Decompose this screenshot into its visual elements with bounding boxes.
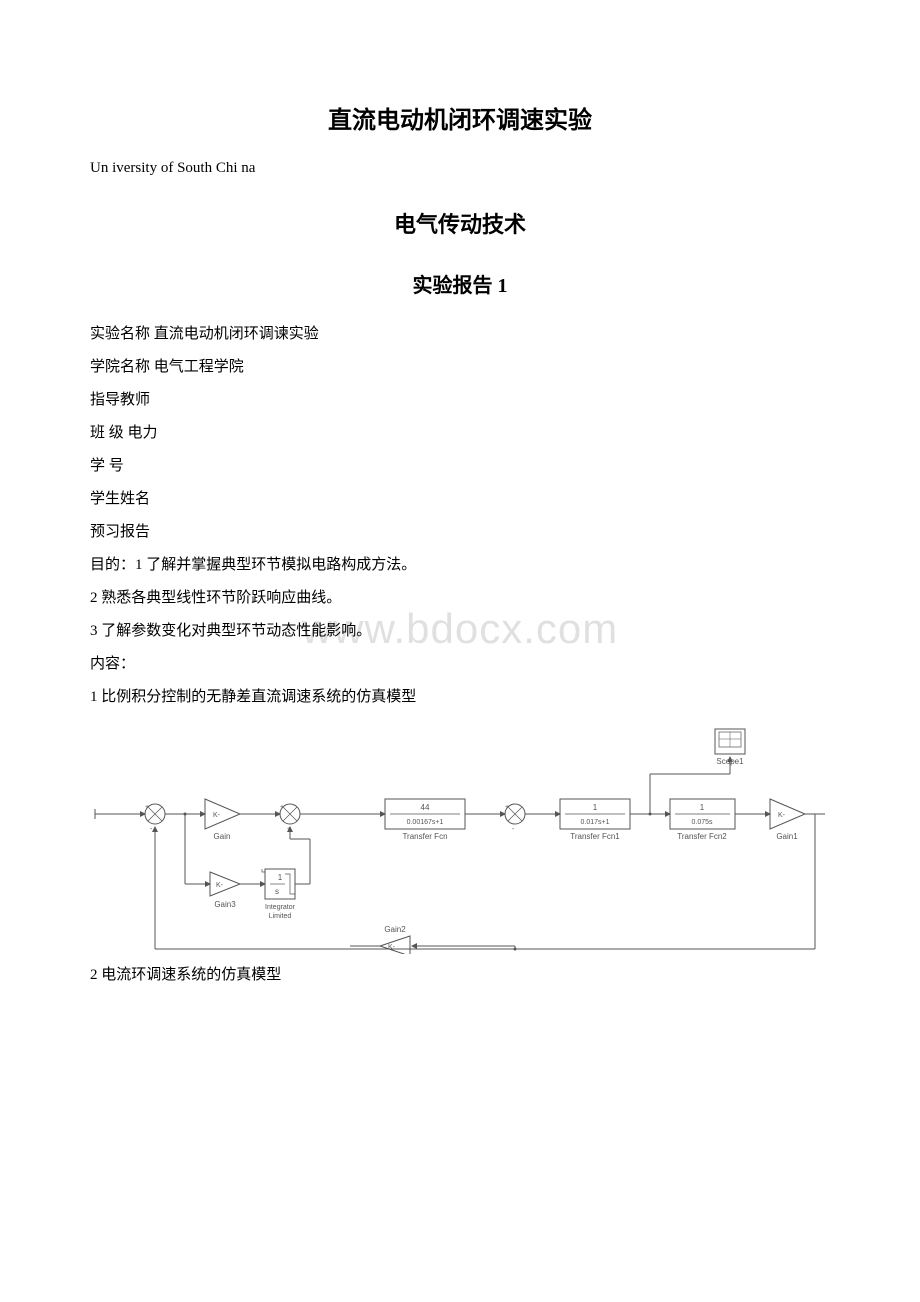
svg-text:+: + [505,804,509,811]
title-report: 实验报告 1 [90,269,830,298]
svg-text:K-: K- [213,812,221,819]
svg-text:-: - [150,826,153,833]
field-class: 班 级 电力 [90,417,830,450]
svg-text:0.00167s+1: 0.00167s+1 [407,819,444,826]
svg-text:Gain1: Gain1 [776,832,798,841]
svg-text:-: - [512,826,515,833]
svg-text:1: 1 [700,803,705,812]
svg-text:Transfer Fcn2: Transfer Fcn2 [677,832,727,841]
svg-text:0.017s+1: 0.017s+1 [581,819,610,826]
field-teacher: 指导教师 [90,384,830,417]
svg-text:Gain2: Gain2 [384,925,406,934]
svg-text:1: 1 [278,873,283,882]
svg-text:Integrator: Integrator [265,904,296,911]
svg-text:Gain3: Gain3 [214,900,236,909]
field-student-id: 学 号 [90,450,830,483]
field-experiment-name: 实验名称 直流电动机闭环调谏实验 [90,318,830,351]
svg-text:K-: K- [778,812,786,819]
integrator-block: 1 s Integrator Limited [262,869,296,920]
svg-text:Limited: Limited [269,913,292,920]
gain-block-3: K- Gain3 [210,872,240,909]
svg-text:+: + [145,804,149,811]
transfer-fcn-block-1: 44 0.00167s+1 Transfer Fcn [385,799,465,841]
svg-text:1: 1 [593,803,598,812]
field-model-2: 2 电流环调速系统的仿真模型 [90,959,830,992]
gain-block-1: K- Gain [205,799,240,841]
svg-text:K-: K- [216,882,224,889]
field-purpose-2: 2 熟悉各典型线性环节阶跃响应曲线。 [90,582,830,615]
transfer-fcn-block-3: 1 0.075s Transfer Fcn2 [670,799,735,841]
sum-block-3: + - [505,804,525,833]
transfer-fcn-block-2: 1 0.017s+1 Transfer Fcn1 [560,799,630,841]
svg-text:44: 44 [421,803,430,812]
title-main: 直流电动机闭环调速实验 [90,100,830,135]
svg-text:K-: K- [388,944,396,951]
svg-text:Transfer Fcn1: Transfer Fcn1 [570,832,620,841]
svg-text:s: s [275,887,279,896]
field-purpose-3: 3 了解参数变化对典型环节动态性能影响。 [90,615,830,648]
field-preview: 预习报告 [90,516,830,549]
field-student-name: 学生姓名 [90,483,830,516]
subtitle-english: Un iversity of South Chi na [90,160,830,177]
svg-text:+: + [280,804,284,811]
field-purpose-1: 目的：1 了解并掌握典型环节模拟电路构成方法。 [90,549,830,582]
gain-block-4: K- Gain1 [770,799,805,841]
simulink-diagram: Scope1 + - K- Gain + + 44 0.00167s+1 Tra… [90,724,830,954]
svg-text:Gain: Gain [214,832,231,841]
title-sub: 电气传动技术 [90,207,830,239]
field-content: 内容： [90,648,830,681]
field-school: 学院名称 电气工程学院 [90,351,830,384]
svg-text:Transfer Fcn: Transfer Fcn [402,832,447,841]
field-model-1: 1 比例积分控制的无静差直流调速系统的仿真模型 [90,681,830,714]
gain-block-2: Gain2 K- [380,925,410,954]
svg-text:0.075s: 0.075s [691,819,713,826]
